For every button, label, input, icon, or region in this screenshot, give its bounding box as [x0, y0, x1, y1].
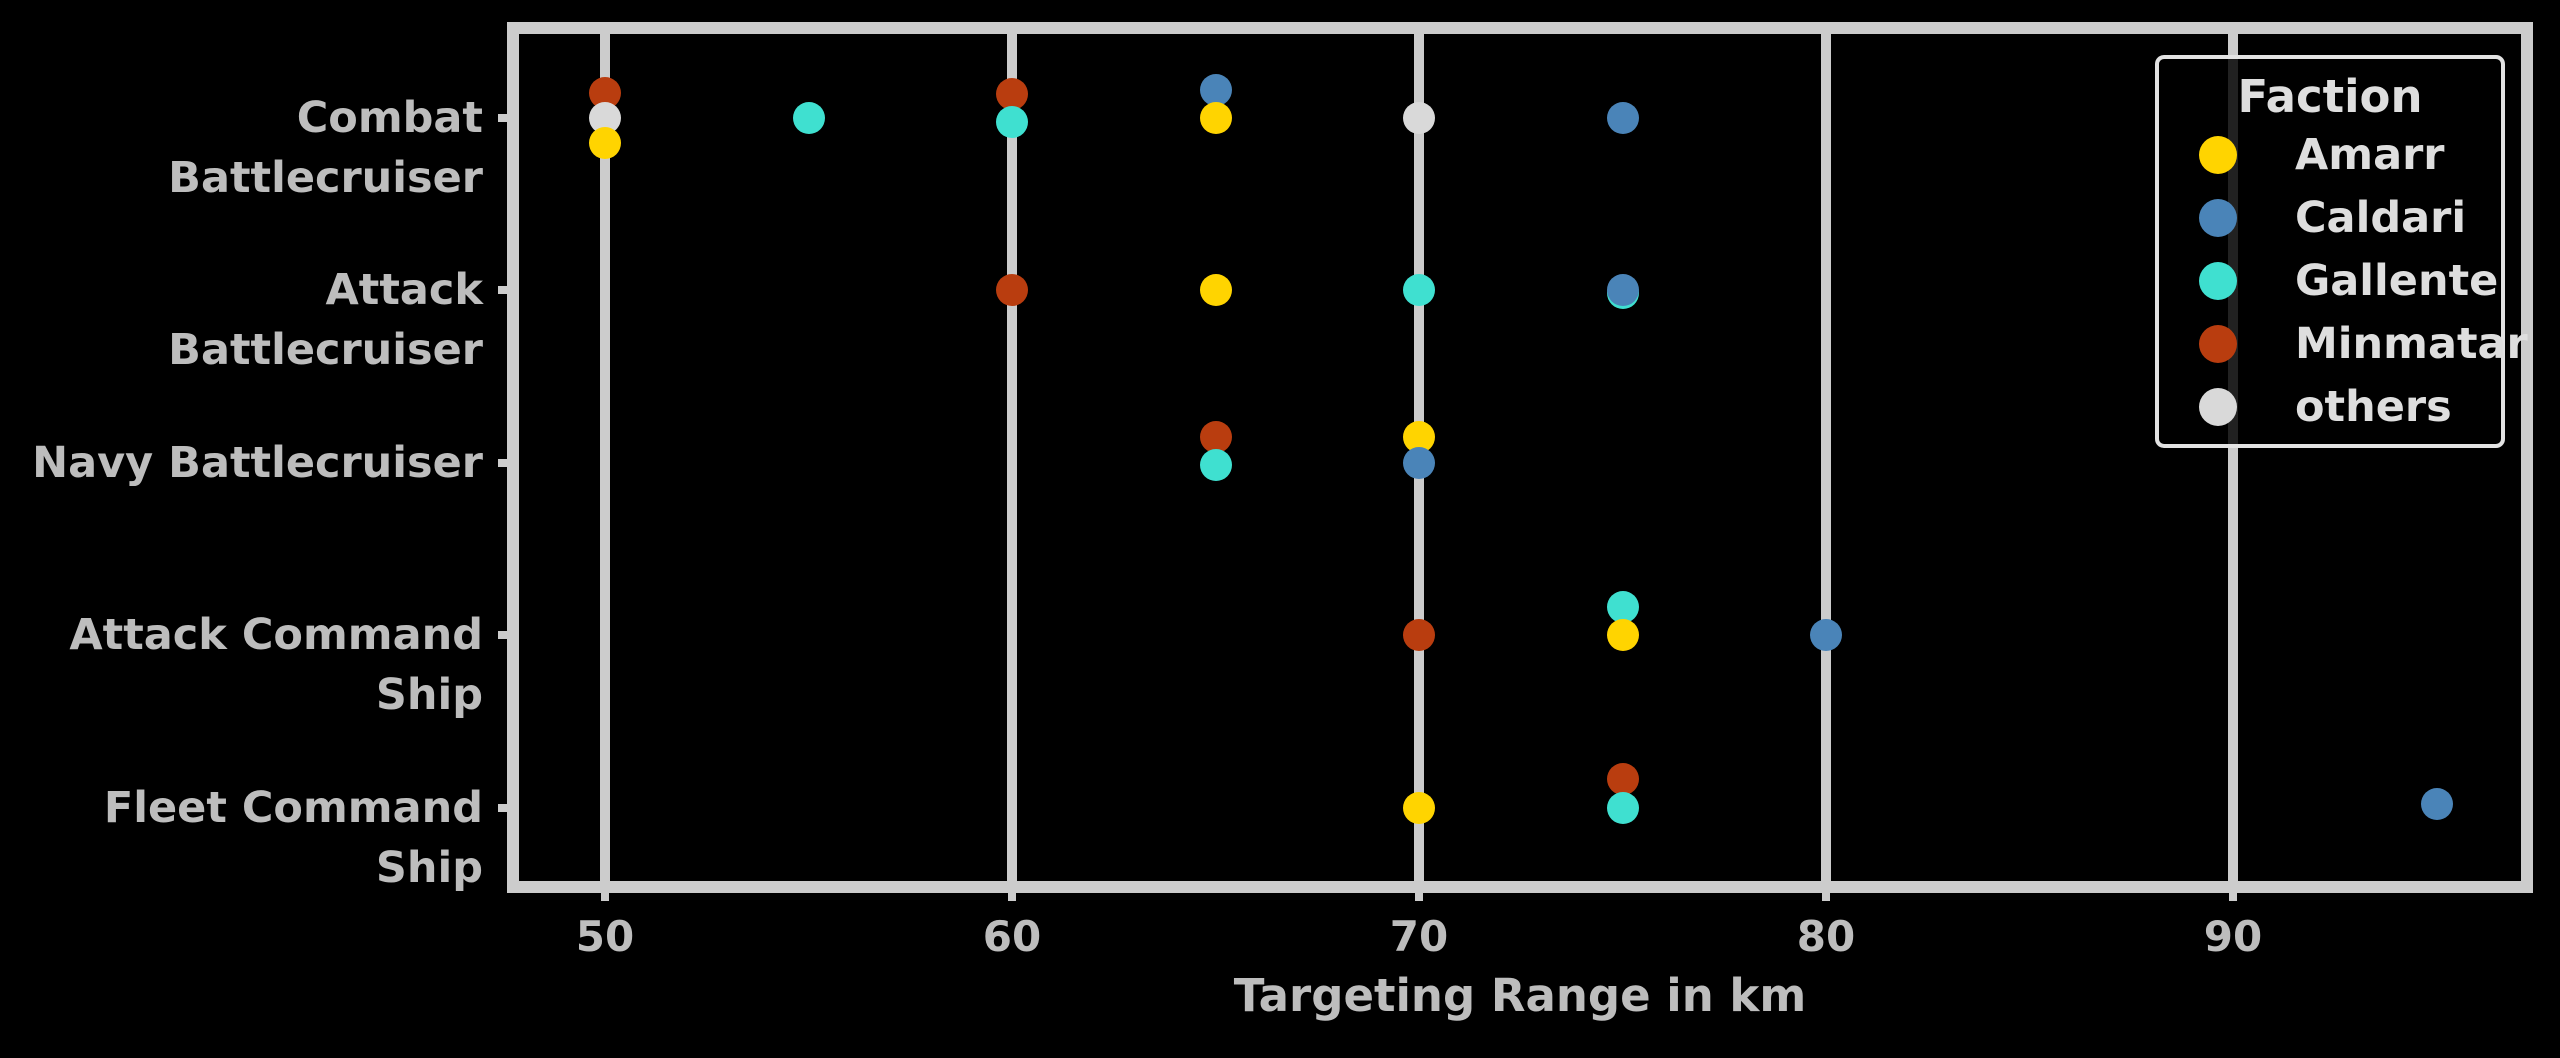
legend-dot-icon — [2199, 198, 2237, 237]
y-tick — [498, 286, 507, 294]
y-category-label: Navy Battlecruiser — [32, 438, 483, 488]
data-point-gallente — [792, 102, 825, 134]
data-point-caldari — [1403, 447, 1435, 479]
legend-entry-gallente: Gallente — [2159, 249, 2501, 312]
data-point-gallente — [1199, 449, 1232, 481]
y-tick — [498, 114, 507, 122]
x-tick-80 — [1822, 893, 1830, 901]
x-gridline-50 — [600, 34, 610, 881]
legend-title: Faction — [2237, 70, 2423, 123]
data-point-amarr — [1199, 102, 1232, 134]
data-point-minmatar — [996, 78, 1028, 110]
x-tick-90 — [2229, 893, 2237, 901]
x-tick-70 — [1415, 893, 1423, 901]
y-tick — [498, 804, 507, 812]
y-category-label: Fleet Command Ship — [103, 783, 483, 893]
data-point-minmatar — [1199, 421, 1232, 453]
y-category-label: Attack Command Ship — [69, 610, 483, 720]
legend-dot-icon — [2199, 324, 2237, 363]
legend-entry-label: Caldari — [2295, 192, 2467, 243]
legend-dot-icon — [2199, 135, 2237, 174]
data-point-gallente — [1606, 792, 1639, 824]
y-tick — [498, 631, 507, 639]
legend-entry-minmatar: Minmatar — [2159, 312, 2528, 375]
x-gridline-90 — [2228, 34, 2238, 881]
legend-entries: Amarr Caldari Gallente Minmatar others — [2159, 123, 2528, 438]
legend-dot-icon — [2199, 261, 2237, 300]
data-point-caldari — [1810, 619, 1842, 651]
x-tick-label-70: 70 — [1389, 912, 1449, 961]
plot-area-frame — [507, 22, 2533, 893]
x-tick-50 — [601, 893, 609, 901]
data-point-minmatar — [1403, 619, 1435, 651]
data-point-caldari — [1606, 274, 1639, 306]
x-tick-label-90: 90 — [2203, 912, 2263, 961]
data-point-caldari — [1199, 74, 1232, 106]
x-tick-label-50: 50 — [575, 912, 635, 961]
data-point-others — [1403, 102, 1435, 134]
data-point-minmatar — [996, 274, 1028, 306]
data-point-gallente — [996, 106, 1028, 138]
x-tick-label-60: 60 — [982, 912, 1042, 961]
y-category-label: Attack Battlecruiser — [168, 265, 483, 375]
legend-dot-icon — [2199, 387, 2237, 426]
y-tick — [498, 459, 507, 467]
x-gridline-60 — [1007, 34, 1017, 881]
legend-entry-label: Gallente — [2295, 255, 2499, 306]
x-tick-label-80: 80 — [1796, 912, 1856, 961]
y-category-label: Combat Battlecruiser — [168, 93, 483, 203]
legend-entry-label: Minmatar — [2295, 318, 2528, 369]
data-point-gallente — [1403, 274, 1435, 306]
legend-box: Faction Amarr Caldari Gallente Minmatar othe… — [2155, 55, 2528, 448]
legend-entry-label: Amarr — [2295, 129, 2445, 180]
data-point-gallente — [1606, 591, 1639, 623]
data-point-amarr — [1403, 792, 1435, 824]
x-gridline-80 — [1821, 34, 1831, 881]
data-point-caldari — [1606, 102, 1639, 134]
x-tick-60 — [1008, 893, 1016, 901]
data-point-amarr — [1606, 619, 1639, 651]
data-point-minmatar — [1606, 763, 1639, 795]
x-axis-title: Targeting Range in km — [1233, 969, 1807, 1022]
legend-entry-others: others — [2159, 375, 2501, 438]
legend-entry-caldari: Caldari — [2159, 186, 2501, 249]
data-point-amarr — [1199, 274, 1232, 306]
legend-entry-amarr: Amarr — [2159, 123, 2501, 186]
legend-entry-label: others — [2295, 381, 2452, 432]
data-point-amarr — [589, 127, 621, 159]
data-point-caldari — [2420, 788, 2453, 820]
